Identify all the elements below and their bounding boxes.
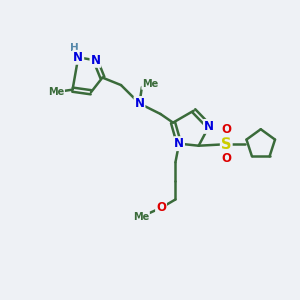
Text: O: O: [222, 152, 232, 165]
Text: S: S: [221, 137, 232, 152]
Text: N: N: [204, 120, 214, 133]
Text: N: N: [134, 97, 145, 110]
Text: N: N: [174, 137, 184, 150]
Text: H: H: [70, 43, 79, 53]
Text: N: N: [73, 51, 83, 64]
Text: O: O: [156, 201, 166, 214]
Text: N: N: [91, 54, 100, 67]
Text: O: O: [222, 123, 232, 136]
Text: Me: Me: [133, 212, 149, 222]
Text: Me: Me: [142, 79, 158, 89]
Text: Me: Me: [48, 87, 64, 97]
